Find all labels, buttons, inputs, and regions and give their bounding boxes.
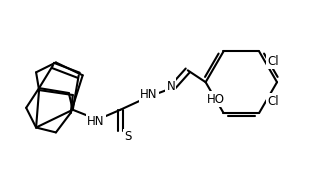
Text: HN: HN xyxy=(141,88,158,101)
Text: Cl: Cl xyxy=(267,55,279,68)
Text: Cl: Cl xyxy=(267,94,279,108)
Text: S: S xyxy=(125,130,132,143)
Text: HN: HN xyxy=(87,115,104,128)
Text: HO: HO xyxy=(207,93,225,106)
Text: N: N xyxy=(167,80,175,93)
